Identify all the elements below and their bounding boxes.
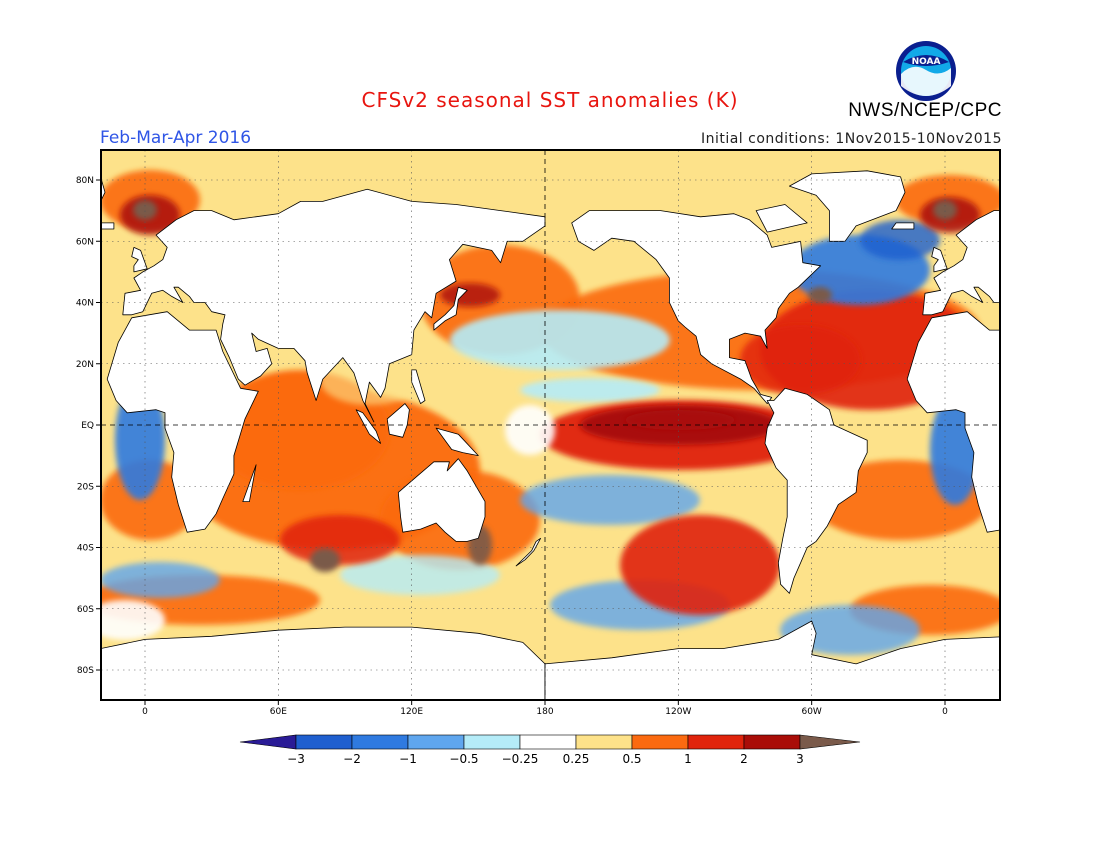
lat-tick-label: 80S	[77, 666, 94, 676]
colorbar-label: 3	[796, 752, 804, 766]
land-nz	[515, 537, 541, 567]
anomaly-region	[310, 548, 340, 572]
lat-tick-label: 60N	[76, 237, 94, 247]
anomaly-region	[101, 562, 220, 598]
colorbar-segment	[575, 734, 633, 750]
anomaly-region	[450, 310, 670, 370]
colorbar-segment	[407, 734, 465, 750]
anomaly-region	[740, 325, 860, 395]
land-madagascar	[242, 464, 257, 502]
noaa-logo-text: NOAA	[912, 57, 941, 67]
land-eurasia	[122, 188, 546, 423]
colorbar-label: 0.25	[563, 752, 590, 766]
land-newguinea	[435, 427, 479, 456]
anomaly-region	[808, 287, 832, 303]
anomaly-region	[933, 200, 957, 220]
colorbar-low-arrow	[239, 734, 297, 750]
colorbar-label: 1	[684, 752, 692, 766]
anomaly-region	[860, 220, 940, 260]
colorbar: −3 −2 −1 −0.5 −0.25 0.25 0.5 1 2 3	[239, 734, 861, 766]
anomaly-region	[440, 283, 500, 307]
land-uk	[931, 247, 948, 273]
lat-tick-label: 40S	[77, 544, 94, 554]
anomaly-region	[620, 515, 780, 615]
land-philippines	[411, 369, 426, 404]
colorbar-label: −1	[399, 752, 417, 766]
anomaly-region	[133, 200, 157, 220]
colorbar-high-arrow	[799, 734, 861, 750]
anomaly-region	[780, 605, 920, 655]
land-namerica	[571, 210, 821, 404]
noaa-logo: NOAA	[896, 41, 956, 101]
land-eurasia	[922, 210, 1000, 316]
land-africa	[906, 311, 1000, 533]
lon-tick-label: 0	[942, 707, 948, 717]
agency-label: NWS/NCEP/CPC	[848, 100, 1002, 121]
colorbar-label: 2	[740, 752, 748, 766]
anomaly-region	[340, 555, 500, 595]
colorbar-segment	[687, 734, 745, 750]
land-uk	[131, 247, 148, 273]
lon-tick-label: 60E	[270, 707, 287, 717]
lat-tick-label: 80N	[76, 176, 94, 186]
land-iceland	[101, 222, 115, 230]
colorbar-segment	[519, 734, 577, 750]
land-iceland	[891, 222, 915, 230]
lon-tick-label: 60W	[801, 707, 821, 717]
land-samerica	[764, 387, 868, 594]
land-australia	[397, 458, 486, 542]
anomaly-region	[101, 600, 165, 640]
forecast-period: Feb-Mar-Apr 2016	[100, 128, 252, 148]
lat-tick-label: 40N	[76, 299, 94, 309]
lat-tick-label: EQ	[81, 421, 94, 431]
colorbar-segment	[351, 734, 409, 750]
lat-tick-label: 20S	[77, 482, 94, 492]
land-greenland	[789, 170, 906, 242]
anomaly-region	[520, 378, 660, 402]
land-antarctica	[544, 620, 1000, 700]
longitude-labels: 0 60E 120E 180 120W 60W 0	[142, 700, 948, 717]
latitude-labels: 80N 60N 40N 20N EQ 20S 40S 60S 80S	[76, 176, 101, 676]
anomaly-region	[520, 475, 700, 525]
land-sumatra	[355, 409, 381, 444]
lon-tick-label: 120W	[665, 707, 691, 717]
lat-lon-grid	[101, 150, 1000, 700]
colorbar-segment	[463, 734, 521, 750]
colorbar-segment	[631, 734, 689, 750]
lon-tick-label: 180	[536, 707, 553, 717]
colorbar-label: −3	[287, 752, 305, 766]
lat-tick-label: 60S	[77, 605, 94, 615]
land-baffin	[755, 204, 808, 233]
anomaly-region	[280, 515, 400, 565]
anomaly-region	[505, 405, 555, 455]
land-masses	[101, 170, 1000, 700]
lon-tick-label: 120E	[400, 707, 423, 717]
colorbar-label: 0.5	[622, 752, 641, 766]
land-africa	[106, 311, 259, 533]
colorbar-segment	[295, 734, 353, 750]
initial-conditions: Initial conditions: 1Nov2015-10Nov2015	[700, 131, 1002, 147]
colorbar-label: −0.25	[502, 752, 539, 766]
chart-title: CFSv2 seasonal SST anomalies (K)	[361, 88, 739, 112]
land-antarctica	[101, 626, 546, 700]
colorbar-label: −0.5	[449, 752, 478, 766]
colorbar-label: −2	[343, 752, 361, 766]
colorbar-segment	[743, 734, 801, 750]
lat-tick-label: 20N	[76, 360, 94, 370]
anomaly-region	[625, 410, 735, 430]
land-japan	[433, 286, 468, 331]
lon-tick-label: 0	[142, 707, 148, 717]
